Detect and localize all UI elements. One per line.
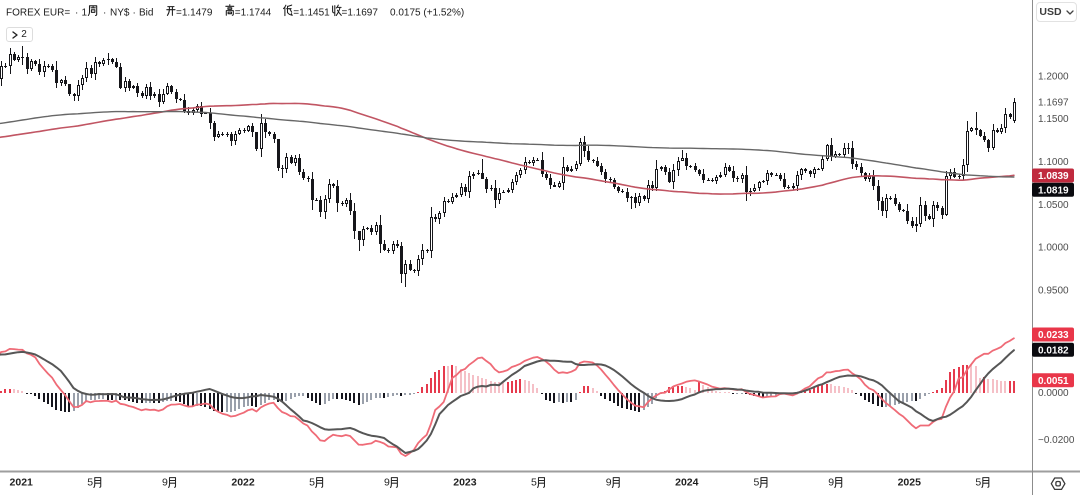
svg-text:0.0182: 0.0182 [1038,345,1069,356]
svg-text:NY$: NY$ [110,7,130,18]
svg-text:1.1697: 1.1697 [1038,97,1069,108]
svg-text:1.1000: 1.1000 [1038,157,1069,168]
svg-text:=1.1697: =1.1697 [342,7,379,18]
svg-text:=1.1451: =1.1451 [293,7,330,18]
svg-text:1.0819: 1.0819 [1038,185,1069,196]
svg-text:5: 5 [87,477,93,489]
svg-text:5: 5 [975,477,981,489]
svg-text:0.9500: 0.9500 [1038,285,1069,296]
svg-text:5: 5 [531,477,537,489]
svg-text:2025: 2025 [898,477,922,489]
svg-text:2023: 2023 [453,477,477,489]
svg-text:1: 1 [82,7,88,18]
svg-text:9: 9 [606,477,612,489]
svg-text:1.2000: 1.2000 [1038,71,1069,82]
svg-text:2024: 2024 [675,477,699,489]
svg-text:=1.1479: =1.1479 [176,7,213,18]
svg-text:2022: 2022 [231,477,255,489]
svg-text:·: · [133,7,136,18]
svg-text:0.0000: 0.0000 [1038,388,1069,399]
svg-text:·: · [103,7,106,18]
svg-text:9: 9 [384,477,390,489]
svg-text:1.0839: 1.0839 [1038,171,1069,182]
svg-text:Bid: Bid [139,7,153,18]
svg-text:0.0175 (+1.52%): 0.0175 (+1.52%) [390,7,464,18]
svg-text:2021: 2021 [10,477,34,489]
svg-text:9: 9 [162,477,168,489]
svg-text:FOREX EUR=: FOREX EUR= [6,7,70,18]
svg-text:5: 5 [309,477,315,489]
svg-text:=1.1744: =1.1744 [235,7,272,18]
svg-text:1.0500: 1.0500 [1038,200,1069,211]
svg-text:−0.0200: −0.0200 [1038,435,1075,446]
svg-text:·: · [75,7,78,18]
svg-text:1.0000: 1.0000 [1038,243,1069,254]
svg-text:9: 9 [828,477,834,489]
svg-text:0.0233: 0.0233 [1038,330,1069,341]
svg-text:1.1500: 1.1500 [1038,114,1069,125]
svg-text:5: 5 [754,477,760,489]
svg-text:0.0051: 0.0051 [1038,376,1069,387]
